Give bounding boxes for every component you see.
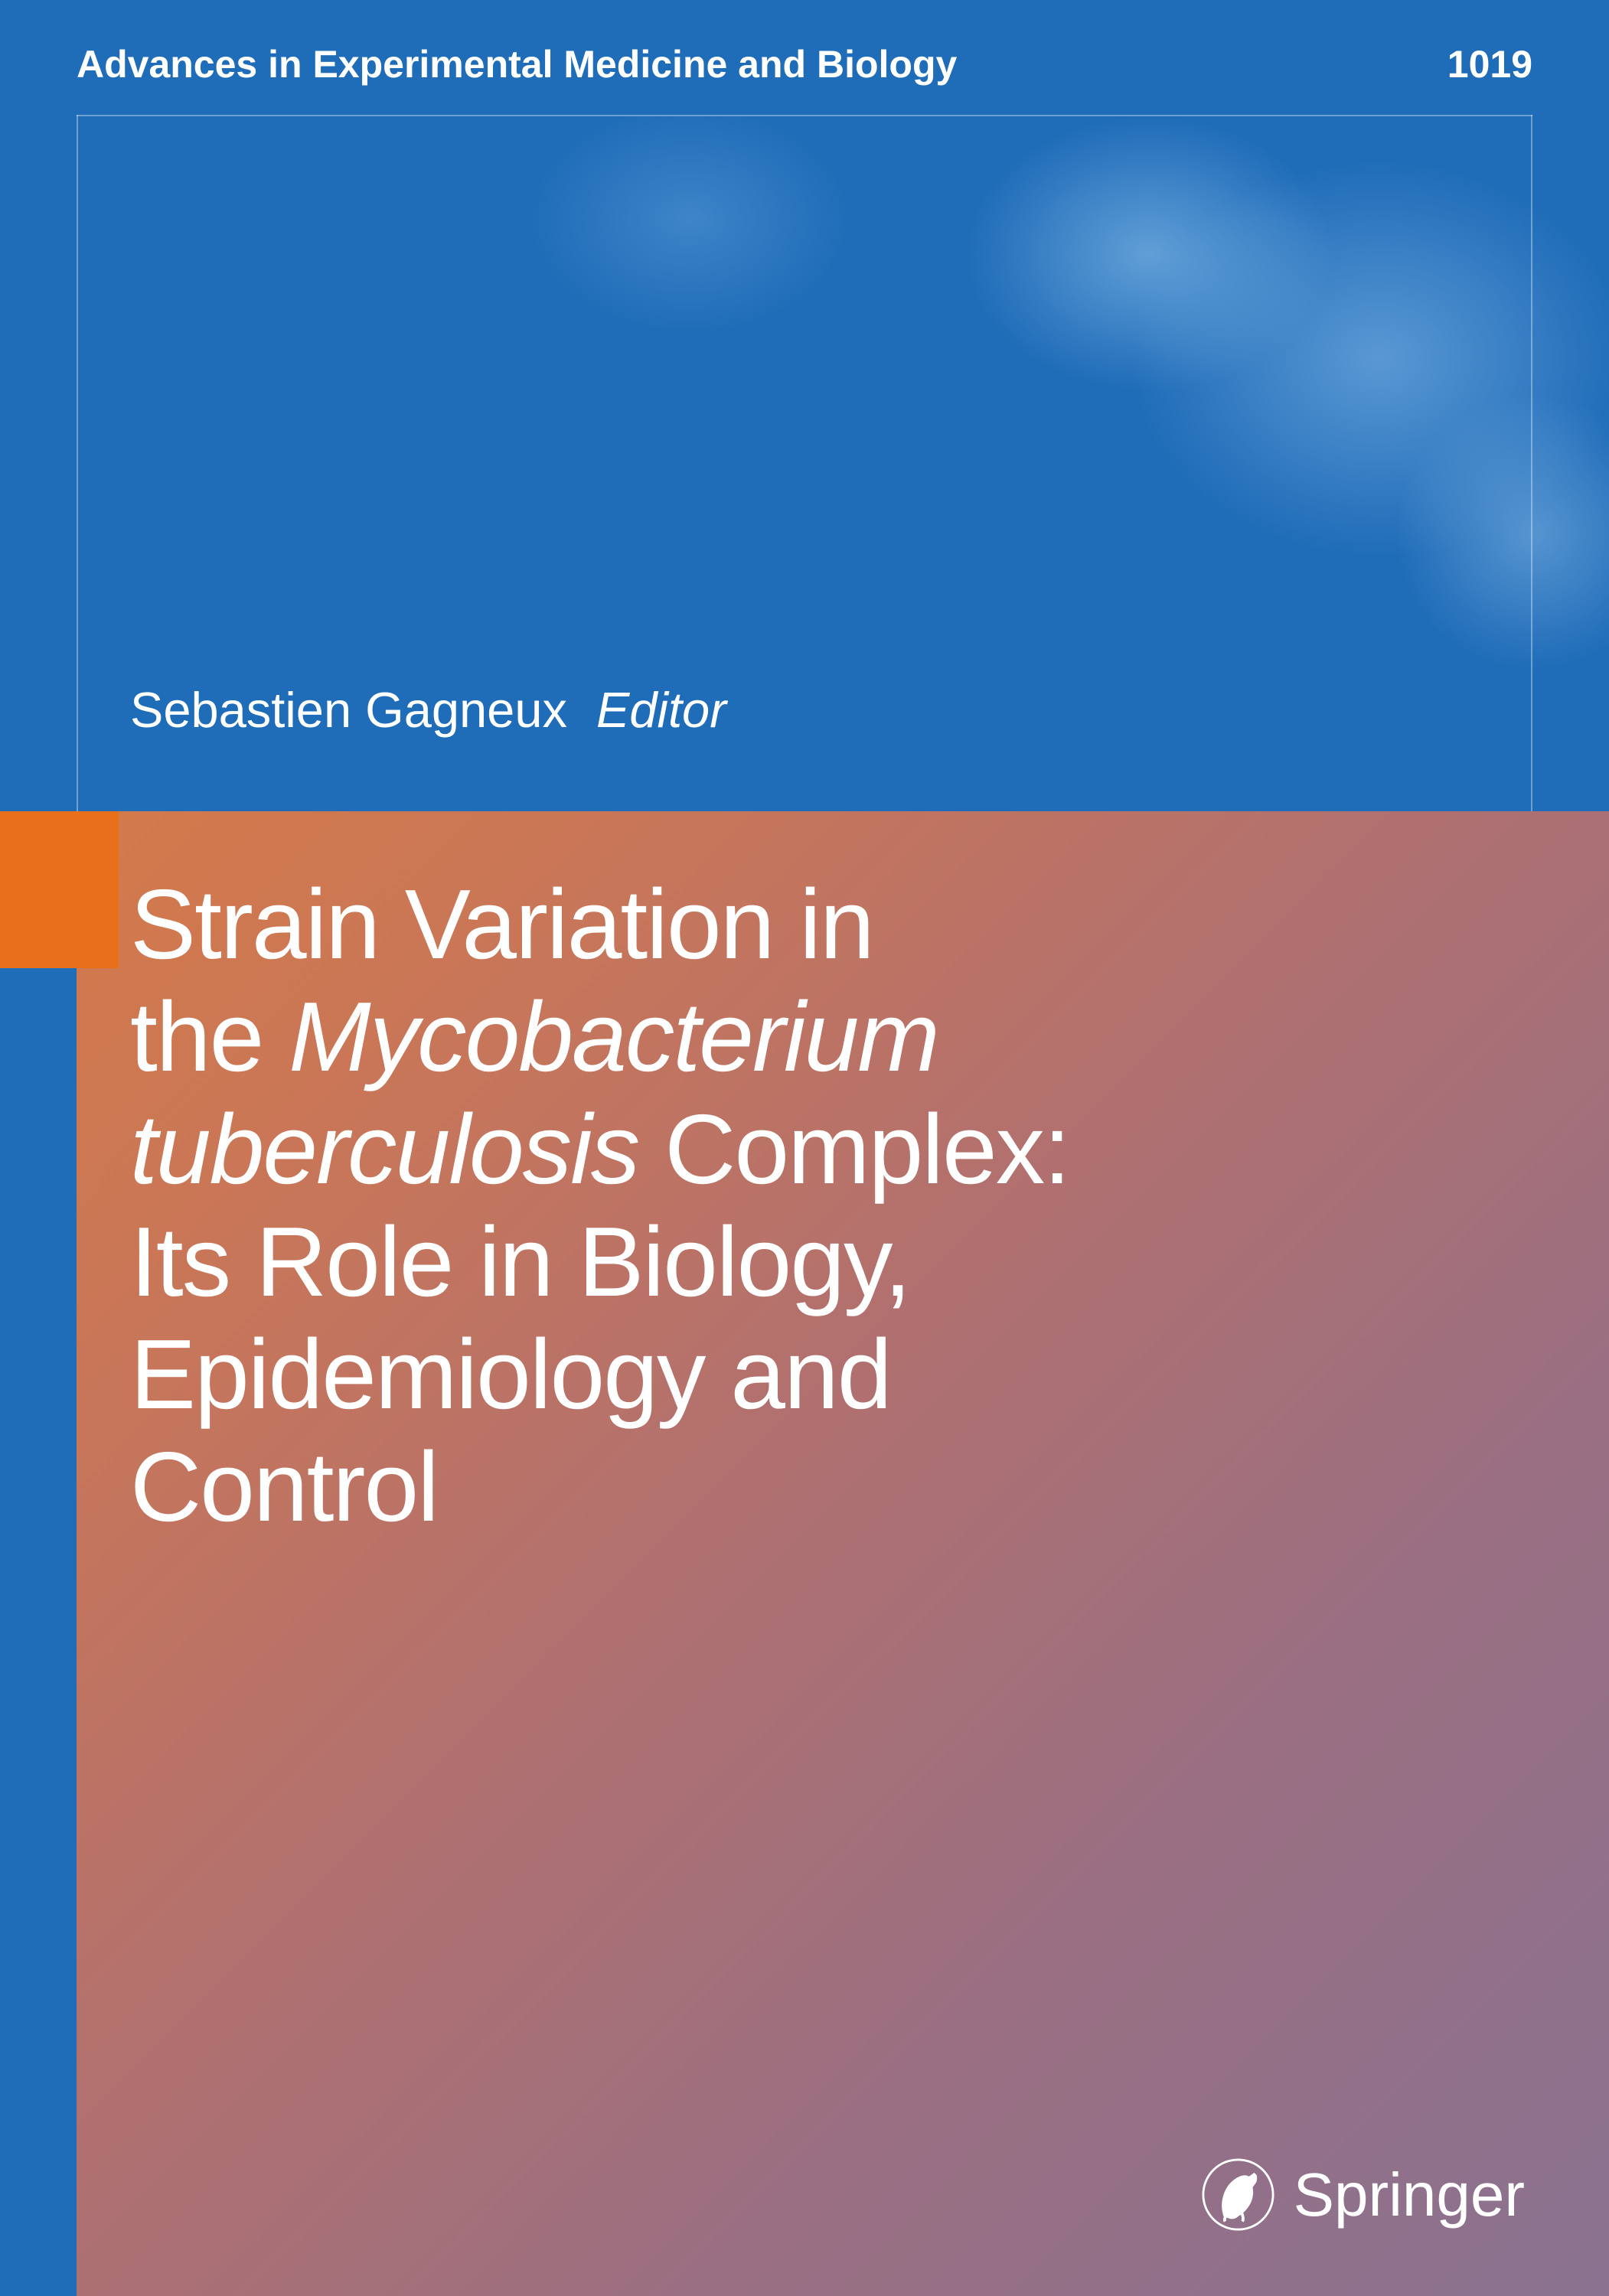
springer-horse-icon [1202, 2154, 1274, 2235]
editor-credit: Sebastien Gagneux Editor [130, 681, 726, 739]
rule-right [1531, 115, 1532, 811]
rule-top [77, 115, 1532, 116]
title-line-2-italic: Mycobacterium [289, 982, 938, 1092]
title-line-2-pre: the [130, 982, 289, 1092]
book-title: Strain Variation in the Mycobacterium tu… [130, 869, 1517, 1544]
publisher-name: Springer [1294, 2160, 1525, 2230]
left-spine-strip [0, 811, 77, 2296]
series-volume: 1019 [1447, 42, 1532, 86]
title-line-6: Control [130, 1432, 438, 1542]
editor-role: Editor [596, 682, 726, 738]
top-blue-panel: Advances in Experimental Medicine and Bi… [0, 0, 1609, 811]
editor-name: Sebastien Gagneux [130, 682, 567, 738]
series-header: Advances in Experimental Medicine and Bi… [77, 42, 1532, 86]
publisher-block: Springer [1202, 2154, 1525, 2235]
book-cover: Advances in Experimental Medicine and Bi… [0, 0, 1609, 2296]
title-line-5: Epidemiology and [130, 1319, 891, 1430]
title-line-4: Its Role in Biology, [130, 1207, 910, 1317]
title-line-3-post: Complex: [638, 1094, 1069, 1205]
title-line-3-italic: tuberculosis [130, 1094, 638, 1205]
orange-accent-tab [0, 811, 119, 968]
rule-left [77, 115, 78, 811]
series-name: Advances in Experimental Medicine and Bi… [77, 42, 957, 86]
title-line-1: Strain Variation in [130, 869, 873, 980]
